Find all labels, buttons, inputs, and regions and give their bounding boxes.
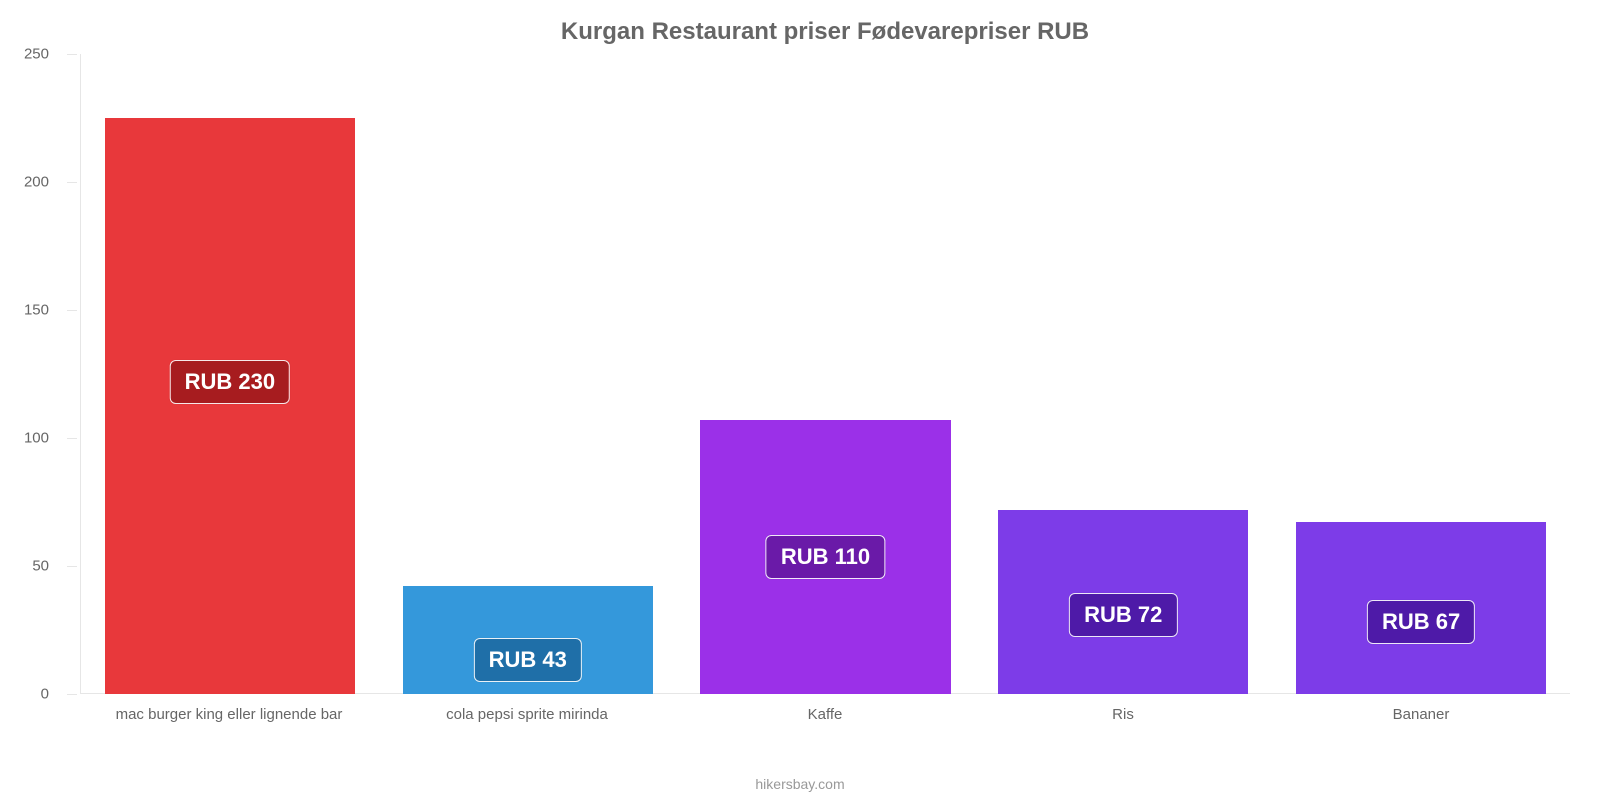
y-tick-label: 0 [41, 686, 49, 703]
x-axis-label: Bananer [1272, 706, 1570, 723]
bar: RUB 110 [700, 420, 950, 694]
value-badge: RUB 67 [1367, 600, 1475, 644]
y-tick-mark [67, 566, 77, 567]
y-tick-mark [67, 310, 77, 311]
bar-slot: RUB 230 [81, 54, 379, 694]
bar: RUB 72 [998, 510, 1248, 694]
y-tick-mark [67, 694, 77, 695]
x-axis-label: Ris [974, 706, 1272, 723]
x-axis-label: mac burger king eller lignende bar [80, 706, 378, 723]
chart-container: Kurgan Restaurant priser Fødevarepriser … [0, 0, 1600, 800]
value-badge: RUB 230 [170, 360, 290, 404]
x-axis-label: Kaffe [676, 706, 974, 723]
y-tick-mark [67, 438, 77, 439]
bar-slot: RUB 72 [974, 54, 1272, 694]
y-tick-label: 200 [24, 174, 49, 191]
bar-slot: RUB 110 [677, 54, 975, 694]
value-badge: RUB 72 [1069, 593, 1177, 637]
value-badge: RUB 43 [474, 638, 582, 682]
x-axis-label: cola pepsi sprite mirinda [378, 706, 676, 723]
bar: RUB 230 [105, 118, 355, 694]
y-tick-mark [67, 54, 77, 55]
value-badge: RUB 110 [766, 535, 885, 579]
plot-area: RUB 230RUB 43RUB 110RUB 72RUB 67 0501001… [80, 54, 1570, 694]
bars-group: RUB 230 RUB 43 RUB 110 RUB 72 RUB 67 [81, 54, 1570, 694]
y-tick-mark [67, 182, 77, 183]
y-tick-label: 50 [32, 558, 49, 575]
y-tick-label: 150 [24, 302, 49, 319]
source-attribution: hikersbay.com [0, 776, 1600, 792]
bar: RUB 67 [1296, 522, 1546, 694]
y-tick-label: 250 [24, 46, 49, 63]
chart-title: Kurgan Restaurant priser Fødevarepriser … [80, 10, 1570, 54]
bar-slot: RUB 67 [1272, 54, 1570, 694]
x-axis-labels: mac burger king eller lignende barcola p… [80, 706, 1570, 723]
bar-slot: RUB 43 [379, 54, 677, 694]
y-tick-label: 100 [24, 430, 49, 447]
bar: RUB 43 [403, 586, 653, 694]
